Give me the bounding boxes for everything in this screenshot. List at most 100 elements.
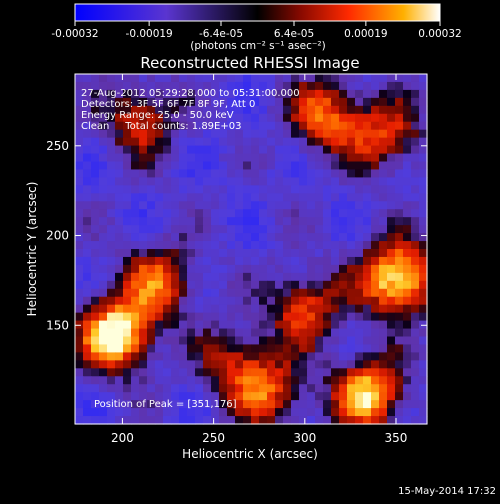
heatmap-cell	[331, 416, 340, 425]
heatmap-cell	[339, 312, 348, 322]
heatmap-cell	[411, 81, 420, 91]
heatmap-cell	[163, 209, 172, 218]
heatmap-cell	[243, 129, 252, 139]
heatmap-cell	[291, 368, 300, 377]
heatmap-cell	[131, 74, 140, 83]
heatmap-cell	[243, 296, 252, 306]
heatmap-cell	[283, 97, 292, 107]
heatmap-cell	[339, 249, 348, 258]
heatmap-cell	[107, 312, 116, 322]
heatmap-cell	[387, 105, 396, 115]
heatmap-cell	[379, 193, 388, 202]
heatmap-cell	[147, 256, 156, 266]
heatmap-cell	[131, 89, 140, 99]
heatmap-cell	[83, 408, 92, 417]
heatmap-cell	[107, 97, 116, 107]
heatmap-cell	[323, 81, 332, 91]
heatmap-cell	[291, 145, 300, 155]
heatmap-cell	[323, 296, 332, 306]
heatmap-cell	[147, 408, 156, 417]
heatmap-cell	[259, 97, 268, 107]
heatmap-cell	[315, 368, 324, 377]
heatmap-cell	[179, 161, 188, 171]
heatmap-cell	[83, 217, 92, 226]
heatmap-cell	[227, 360, 236, 369]
heatmap-cell	[347, 288, 356, 298]
heatmap-cell	[403, 185, 412, 194]
heatmap-cell	[291, 328, 300, 338]
heatmap-cell	[259, 193, 268, 202]
heatmap-cell	[187, 296, 196, 306]
heatmap-cell	[155, 81, 164, 91]
heatmap-cell	[243, 408, 252, 417]
heatmap-cell	[331, 161, 340, 171]
heatmap-cell	[379, 280, 388, 290]
heatmap-cell	[179, 416, 188, 425]
heatmap-cell	[371, 169, 380, 178]
heatmap-cell	[315, 105, 324, 115]
heatmap-cell	[259, 185, 268, 194]
heatmap-cell	[379, 113, 388, 123]
heatmap-cell	[395, 161, 404, 171]
heatmap-cell	[235, 89, 244, 99]
heatmap-cell	[371, 137, 380, 147]
colorbar-tick-label: 0.00019	[344, 28, 387, 40]
heatmap-cell	[211, 233, 220, 242]
heatmap-cell	[411, 217, 420, 226]
heatmap-cell	[139, 336, 148, 346]
heatmap-cell	[267, 233, 276, 242]
heatmap-cell	[395, 368, 404, 377]
heatmap-cell	[219, 376, 228, 385]
heatmap-cell	[291, 129, 300, 139]
heatmap-cell	[267, 336, 276, 346]
heatmap-cell	[155, 217, 164, 226]
heatmap-cell	[339, 201, 348, 210]
heatmap-cell	[355, 89, 364, 99]
heatmap-cell	[275, 121, 284, 131]
heatmap-cell	[179, 129, 188, 139]
heatmap-cell	[299, 392, 308, 401]
heatmap-cell	[315, 256, 324, 266]
heatmap-cell	[411, 241, 420, 250]
heatmap-cell	[131, 129, 140, 139]
heatmap-cell	[115, 368, 124, 377]
heatmap-cell	[363, 209, 372, 218]
heatmap-cell	[99, 241, 108, 250]
heatmap-cell	[347, 320, 356, 330]
heatmap-cell	[115, 81, 124, 91]
heatmap-cell	[107, 296, 116, 306]
heatmap-cell	[91, 360, 100, 369]
annotation-time-range: 27-Aug-2012 05:29:28.000 to 05:31:00.000	[81, 88, 300, 99]
heatmap-cell	[299, 249, 308, 258]
heatmap-cell	[403, 209, 412, 218]
heatmap-cell	[235, 408, 244, 417]
heatmap-cell	[115, 121, 124, 131]
heatmap-cell	[299, 201, 308, 210]
heatmap-cell	[243, 209, 252, 218]
heatmap-cell	[251, 280, 260, 290]
heatmap-cell	[283, 201, 292, 210]
heatmap-cell	[187, 408, 196, 417]
heatmap-cell	[387, 256, 396, 266]
heatmap-cell	[243, 89, 252, 99]
heatmap-cell	[275, 89, 284, 99]
heatmap-cell	[243, 320, 252, 330]
heatmap-cell	[211, 201, 220, 210]
heatmap-cell	[299, 169, 308, 178]
heatmap-cell	[179, 217, 188, 226]
heatmap-cell	[123, 74, 132, 83]
heatmap-cell	[107, 249, 116, 258]
heatmap-cell	[243, 153, 252, 163]
heatmap-cell	[291, 113, 300, 123]
heatmap-cell	[403, 233, 412, 242]
heatmap-cell	[139, 360, 148, 369]
heatmap-cell	[363, 177, 372, 186]
heatmap-cell	[131, 288, 140, 298]
heatmap-cell	[291, 153, 300, 163]
heatmap-cell	[147, 368, 156, 377]
heatmap-cell	[347, 328, 356, 338]
heatmap-cell	[267, 121, 276, 131]
heatmap-cell	[411, 328, 420, 338]
heatmap-cell	[259, 161, 268, 171]
heatmap-cell	[163, 312, 172, 322]
